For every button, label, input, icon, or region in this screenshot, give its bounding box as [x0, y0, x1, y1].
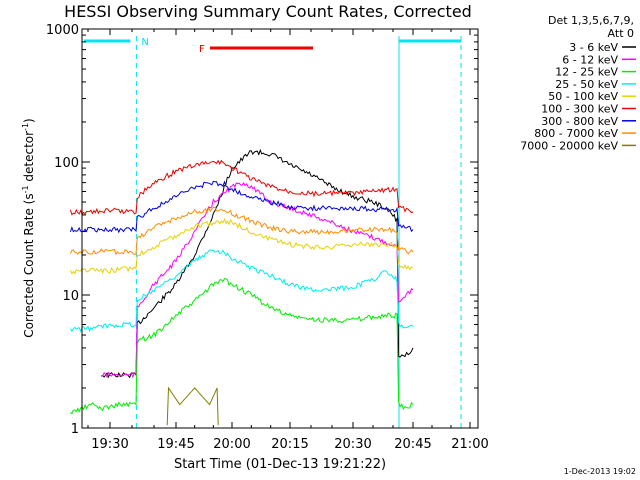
x-tick-label: 19:30	[91, 437, 128, 452]
flags-layer: NF	[84, 36, 462, 428]
y-axis-label-mid: detector	[22, 131, 36, 186]
y-axis-label-end: )	[22, 118, 36, 123]
y-tick-label: 1	[71, 422, 79, 437]
x-tick-label: 20:30	[334, 437, 371, 452]
series-line	[70, 278, 414, 415]
series-layer	[69, 148, 414, 426]
x-tick-label: 19:45	[157, 437, 194, 452]
y-tick-label: 100	[54, 156, 79, 171]
plot-frame	[81, 28, 479, 429]
y-tick-label: 1000	[46, 23, 79, 38]
legend-label: 3 - 6 keV	[569, 41, 618, 54]
series-line	[101, 182, 414, 379]
legend-label: 25 - 50 keV	[555, 78, 618, 91]
axis-ticks: 19:30 19:45 20:00 20:15 20:30 20:45 21:00 1 10 10…	[46, 23, 489, 452]
series-line	[100, 148, 414, 379]
legend-label: 6 - 12 keV	[562, 53, 618, 66]
x-tick-label: 20:45	[394, 437, 431, 452]
y-axis-label: Corrected Count Rate (s-1 detector-1)	[21, 118, 36, 337]
legend-label: 12 - 25 keV	[555, 66, 618, 79]
footer-date: 1-Dec-2013 19:02	[564, 467, 636, 476]
series-line	[69, 159, 414, 216]
legend-header-line1: Det 1,3,5,6,7,9,	[548, 14, 634, 27]
legend-header-line2: Att 0	[608, 27, 634, 40]
series-line	[69, 217, 414, 275]
y-axis-label-main: Corrected Count Rate (s	[22, 193, 36, 337]
legend-label: 800 - 7000 keV	[534, 127, 618, 140]
y-axis-label-sup2: -1	[21, 123, 30, 131]
x-axis-label: Start Time (01-Dec-13 19:21:22)	[174, 457, 386, 472]
series-line	[69, 249, 414, 333]
chart-title: HESSI Observing Summary Count Rates, Cor…	[64, 2, 472, 21]
x-tick-label: 20:00	[213, 437, 250, 452]
y-axis-label-sup1: -1	[21, 185, 30, 193]
x-tick-label: 20:15	[271, 437, 308, 452]
night-flag-label: N	[141, 37, 148, 48]
legend-label: 300 - 800 keV	[541, 115, 618, 128]
legend-label: 7000 - 20000 keV	[520, 139, 618, 152]
series-line	[69, 206, 414, 256]
flare-flag-label: F	[199, 44, 205, 55]
x-tick-label: 21:00	[451, 437, 488, 452]
y-tick-label: 10	[62, 289, 79, 304]
legend-label: 100 - 300 keV	[541, 103, 618, 116]
series-line	[69, 180, 414, 234]
legend-label: 50 - 100 keV	[548, 90, 618, 103]
series-line	[166, 386, 219, 426]
